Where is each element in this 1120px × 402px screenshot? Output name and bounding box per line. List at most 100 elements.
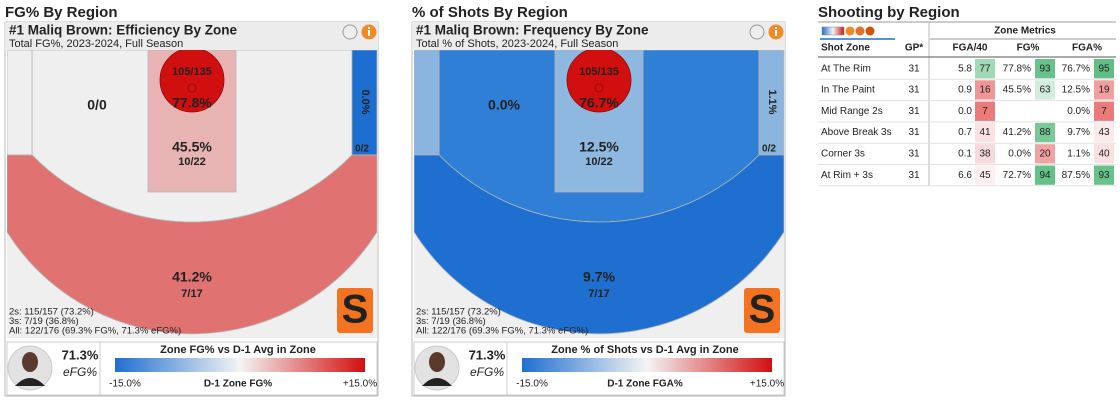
- card-subtitle: Total % of Shots, 2023-2024, Full Season: [416, 38, 618, 50]
- cell-gp: 31: [908, 148, 920, 159]
- percentile-cell: [1094, 122, 1114, 143]
- info-glyph: [775, 30, 777, 36]
- percentile-value: 38: [979, 148, 991, 159]
- cell-gp: 31: [908, 106, 920, 117]
- percentile-cell: [1094, 80, 1114, 100]
- cell-value: 0.0%: [1008, 148, 1031, 159]
- percentile-value: 41: [979, 127, 991, 138]
- cell-value: 72.7%: [1003, 170, 1031, 181]
- legend-gradient: [115, 358, 365, 372]
- zone-label: 105/135: [172, 66, 212, 78]
- cell-gp: 31: [908, 85, 920, 96]
- cell-zone: Corner 3s: [821, 148, 865, 159]
- percentile-value: 16: [979, 85, 991, 96]
- summary-line: 3s: 7/19 (36.8%): [9, 316, 79, 327]
- zone-corner-right: [758, 50, 784, 156]
- cell-zone: At Rim + 3s: [821, 170, 873, 181]
- cell-value: 41.2%: [1003, 127, 1031, 138]
- zone-corner-left: [7, 50, 33, 156]
- cell-value: 12.5%: [1062, 85, 1090, 96]
- zone-label: 0/2: [762, 144, 776, 155]
- percentile-cell: [1035, 80, 1055, 100]
- zone-label: 12.5%: [579, 139, 619, 155]
- card-title: #1 Maliq Brown: Frequency By Zone: [416, 23, 649, 38]
- percentile-cell: [975, 80, 995, 100]
- percentile-value: 20: [1039, 148, 1051, 159]
- percentile-value: 43: [1098, 127, 1110, 138]
- legend-axis: D-1 Zone FG%: [204, 379, 272, 390]
- cell-value: 6.6: [958, 170, 972, 181]
- cell-gp: 31: [908, 127, 920, 138]
- summary-line: 2s: 115/157 (73.2%): [9, 307, 94, 318]
- percentile-value: 40: [1098, 148, 1110, 159]
- percentile-cell: [1035, 59, 1055, 79]
- percentile-cell: [975, 101, 995, 121]
- zone-label: 10/22: [178, 156, 206, 168]
- percentile-cell: [975, 59, 995, 79]
- zone-label: 9.7%: [583, 269, 615, 285]
- court: [7, 50, 377, 338]
- table-title: Shooting by Region: [818, 4, 960, 21]
- team-logo-letter: S: [749, 288, 776, 332]
- zone-label: 10/22: [585, 156, 613, 168]
- zone-corner-left: [414, 50, 440, 156]
- percentile-cell: [1035, 122, 1055, 143]
- summary-line: All: 122/176 (69.3% FG%, 71.3% eFG%): [9, 326, 181, 337]
- cell-value: 0.7: [958, 127, 972, 138]
- column-header: Shot Zone: [821, 43, 870, 54]
- zone-label: 1.1%: [766, 89, 778, 114]
- info-glyph: [775, 27, 777, 29]
- cell-gp: 31: [908, 170, 920, 181]
- info-glyph: [368, 30, 370, 36]
- cell-value: 87.5%: [1062, 170, 1090, 181]
- column-header: FGA%: [1072, 43, 1102, 54]
- column-header: FG%: [1017, 43, 1040, 54]
- cell-value: 0.0%: [1067, 106, 1090, 117]
- percentile-value: 88: [1039, 127, 1051, 138]
- percentile-value: 94: [1039, 170, 1051, 181]
- percentile-cell: [1094, 165, 1114, 185]
- zone-label: 0/2: [355, 144, 369, 155]
- cell-value: 0.0: [958, 106, 972, 117]
- cell-zone: In The Paint: [821, 85, 875, 96]
- player-head: [429, 352, 445, 372]
- toggle-icon: [342, 24, 358, 40]
- card-header: [5, 22, 378, 50]
- percentile-cell: [975, 165, 995, 185]
- legend-max: +15.0%: [750, 379, 784, 390]
- summary-line: All: 122/176 (69.3% FG%, 71.3% eFG%): [416, 326, 588, 337]
- percentile-cell: [1035, 144, 1055, 164]
- zone-above-break: [7, 154, 377, 335]
- efg-value: 71.3%: [62, 347, 99, 362]
- team-logo: [744, 288, 780, 333]
- summary-line: 2s: 115/157 (73.2%): [416, 307, 501, 318]
- percentile-value: 7: [982, 106, 988, 117]
- card-header: [412, 22, 785, 50]
- card-subtitle: Total FG%, 2023-2024, Full Season: [9, 38, 183, 50]
- tool-icon: [855, 26, 865, 36]
- zone-above-break: [414, 154, 784, 335]
- toggle-icon: [749, 24, 765, 40]
- percentile-cell: [975, 144, 995, 164]
- panel-heading: FG% By Region: [5, 4, 118, 21]
- percentile-cell: [1094, 101, 1114, 121]
- cell-value: 0.9: [958, 85, 972, 96]
- column-header: GP*: [905, 43, 923, 54]
- percentile-value: 93: [1039, 63, 1051, 74]
- zone-label: 105/135: [579, 66, 619, 78]
- percentile-value: 93: [1098, 170, 1110, 181]
- zone-label: 41.2%: [172, 269, 212, 285]
- zone-label: 7/17: [588, 288, 609, 300]
- percentile-cell: [1094, 59, 1114, 79]
- zone-rim: [566, 50, 632, 113]
- team-logo-letter: S: [342, 288, 369, 332]
- palette-icon: [821, 26, 845, 36]
- zone-label: 0.0%: [359, 89, 371, 114]
- zone-label: 7/17: [181, 288, 202, 300]
- player-body: [15, 378, 45, 386]
- zone-label: 0/0: [87, 97, 107, 113]
- cell-zone: Above Break 3s: [821, 127, 892, 138]
- legend-title: Zone FG% vs D-1 Avg in Zone: [160, 344, 316, 356]
- tool-icon: [865, 26, 875, 36]
